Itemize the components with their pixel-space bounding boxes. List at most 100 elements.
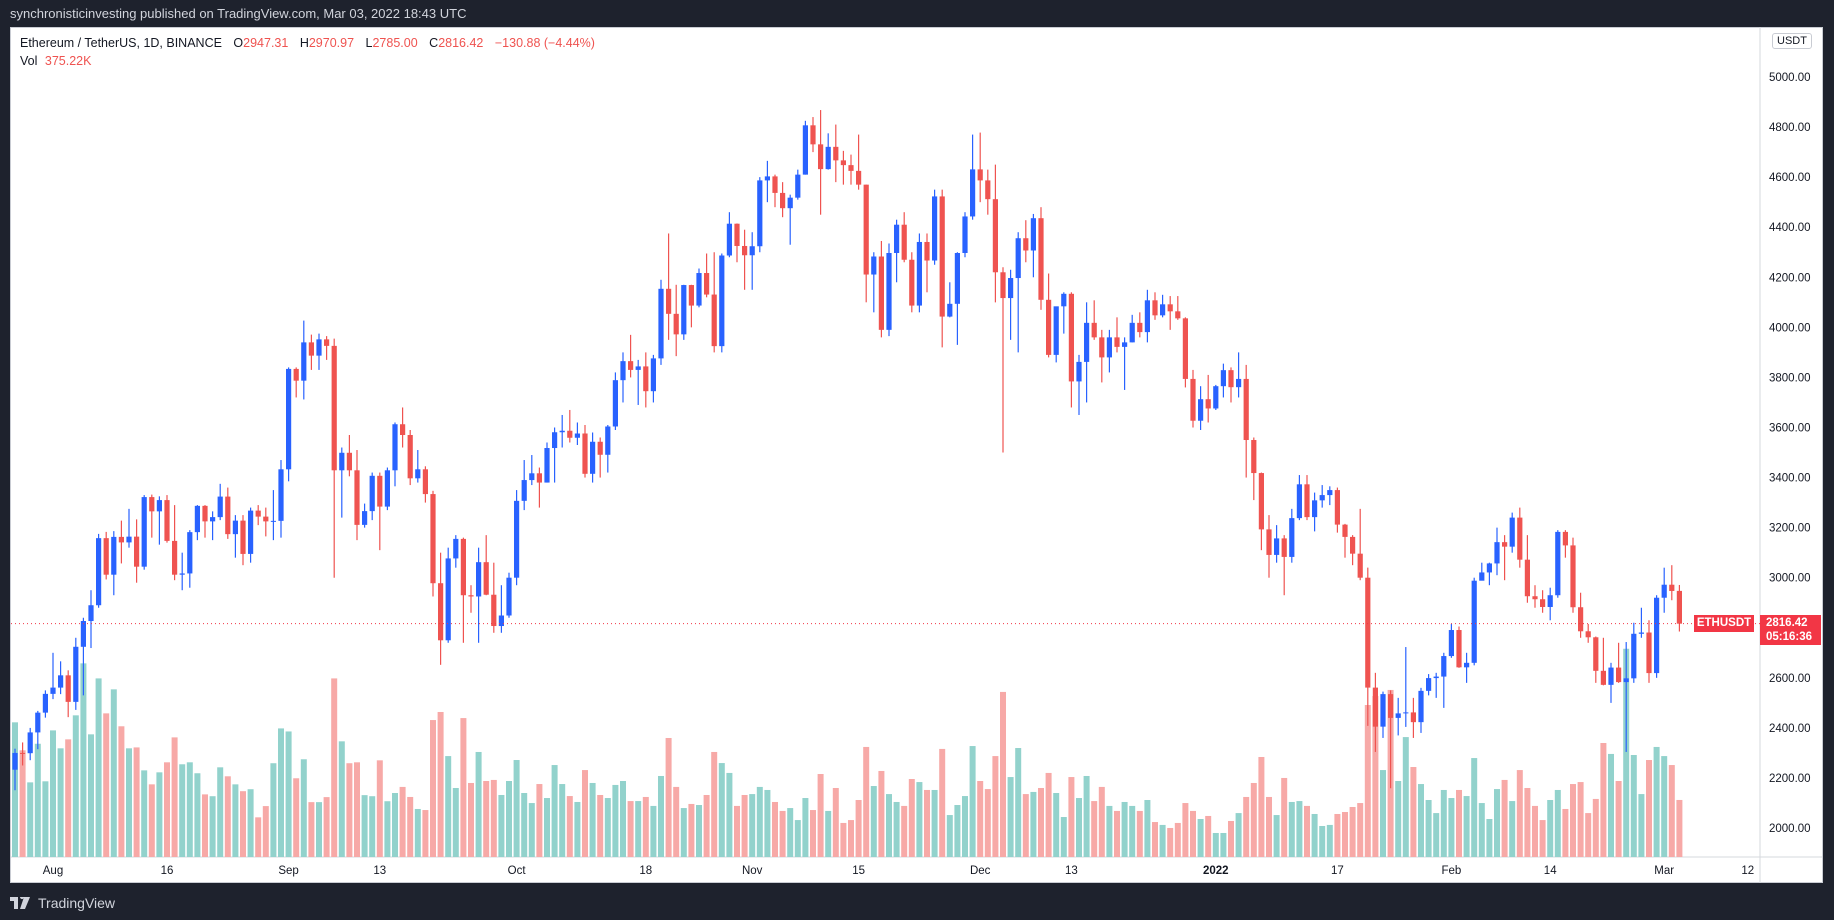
volume-bar — [126, 748, 132, 857]
candle-body — [96, 538, 102, 606]
candle-body — [635, 366, 641, 370]
symbol-price-badge: ETHUSDT — [1694, 615, 1754, 632]
candle-body — [80, 621, 86, 647]
candle-body — [1312, 500, 1318, 518]
price-tick-label: 4000.00 — [1769, 322, 1811, 334]
candle-body — [58, 675, 64, 688]
volume-bar — [323, 797, 330, 857]
price-tick-label: 5000.00 — [1769, 72, 1811, 84]
volume-bar — [156, 772, 163, 857]
volume-bar — [475, 751, 482, 857]
volume-bar — [1190, 810, 1196, 857]
volume-bar — [642, 796, 649, 857]
volume-bar — [1600, 743, 1607, 857]
volume-bar — [1638, 794, 1645, 857]
candle-body — [810, 125, 816, 145]
volume-bar — [787, 808, 794, 857]
volume-bar — [711, 751, 718, 857]
volume-bar — [399, 786, 406, 857]
candle-body — [1190, 378, 1196, 421]
candle-body — [1236, 378, 1242, 388]
candle-body — [1570, 545, 1576, 608]
candle-body — [316, 339, 322, 356]
volume-bar — [27, 782, 34, 857]
candle-body — [1616, 667, 1622, 683]
volume-bar — [148, 784, 155, 857]
candle-body — [400, 424, 406, 436]
candle-body — [1433, 676, 1439, 679]
volume-bar — [103, 713, 110, 857]
candle-body — [742, 245, 748, 256]
volume-bar — [1630, 755, 1637, 857]
volume-bar — [1357, 803, 1364, 857]
chart-panel[interactable] — [10, 27, 1823, 883]
low-label: L — [365, 36, 373, 50]
volume-bar — [384, 801, 391, 857]
volume-bar — [1418, 784, 1424, 857]
volume-bar — [72, 715, 79, 857]
volume-bar — [703, 794, 710, 857]
volume-bar — [1182, 803, 1189, 857]
price-tick-label: 4800.00 — [1769, 122, 1811, 134]
volume-bar — [1235, 813, 1242, 857]
candle-body — [1418, 690, 1424, 723]
volume-bar — [262, 806, 269, 857]
volume-bar — [164, 762, 170, 857]
candle-body — [445, 558, 451, 641]
volume-bar — [1091, 801, 1098, 857]
tradingview-logo[interactable]: TradingView — [10, 895, 115, 911]
candle-body — [1334, 490, 1340, 525]
candle-body — [118, 536, 124, 543]
volume-bar — [1197, 819, 1204, 857]
candle-body — [1053, 306, 1059, 355]
volume-bar — [1592, 798, 1599, 857]
volume-bar — [293, 778, 300, 857]
candle-body — [1479, 572, 1485, 581]
candle-body — [468, 595, 474, 597]
volume-bar — [627, 801, 634, 857]
candle-body — [1167, 304, 1173, 312]
volume-bar — [430, 720, 436, 857]
volume-bar — [392, 793, 398, 857]
time-tick-label: 15 — [852, 865, 865, 877]
currency-button[interactable]: USDT — [1772, 33, 1812, 49]
volume-bar — [1440, 789, 1447, 857]
volume-bar — [240, 791, 246, 857]
candle-body — [1084, 322, 1090, 362]
volume-bar — [688, 803, 695, 857]
candle-body — [985, 180, 991, 200]
close-value: 2816.42 — [438, 36, 484, 50]
symbol-title[interactable]: Ethereum / TetherUS, 1D, BINANCE — [20, 36, 222, 50]
volume-bar — [1653, 746, 1660, 857]
candle-body — [932, 196, 938, 261]
volume-bar — [794, 820, 801, 857]
candle-body — [597, 441, 603, 455]
volume-bar — [422, 810, 429, 857]
candle-body — [164, 500, 170, 541]
candle-body — [20, 752, 26, 754]
candle-body — [430, 494, 436, 584]
candle-body — [415, 469, 421, 479]
volume-bar — [1402, 737, 1409, 857]
price-tick-label: 2000.00 — [1769, 823, 1811, 835]
volume-bar — [612, 784, 619, 857]
price-tick-label: 4200.00 — [1769, 272, 1811, 284]
candle-body — [650, 358, 656, 392]
volume-bar — [1547, 800, 1554, 857]
candle-body — [787, 197, 793, 209]
candle-body — [1106, 337, 1112, 358]
candle-body — [278, 469, 284, 521]
candle-body — [1296, 484, 1302, 519]
volume-bar — [1076, 798, 1082, 857]
candle-body — [1410, 712, 1416, 723]
candle-body — [1046, 299, 1052, 355]
candle-body — [1114, 337, 1120, 347]
volume-label[interactable]: Vol — [20, 54, 38, 68]
candle-body — [172, 540, 178, 575]
volume-bar — [924, 789, 930, 857]
volume-bar — [597, 794, 604, 857]
candle-body — [1380, 694, 1386, 727]
candle-body — [574, 433, 580, 438]
candle-body — [1061, 293, 1067, 307]
